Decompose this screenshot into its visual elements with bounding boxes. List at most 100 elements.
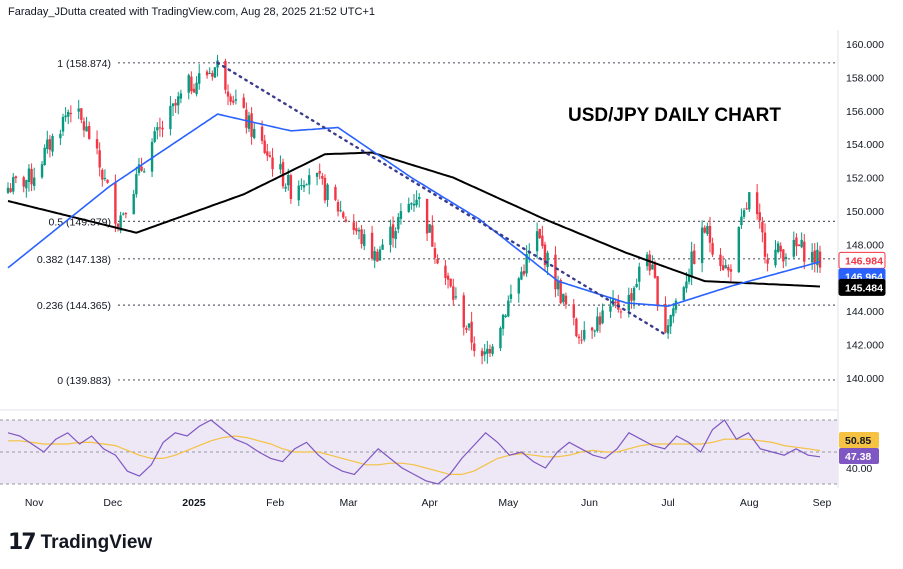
candle-body[interactable] — [226, 91, 230, 97]
candle-body[interactable] — [187, 75, 190, 93]
candle-body[interactable] — [758, 212, 761, 221]
candle-body[interactable] — [352, 222, 355, 231]
candle-body[interactable] — [373, 251, 376, 261]
candle-body[interactable] — [271, 157, 274, 170]
candle-body[interactable] — [407, 203, 410, 212]
candle-body[interactable] — [116, 223, 120, 229]
candle-body[interactable] — [132, 194, 135, 215]
trendline[interactable] — [216, 61, 667, 336]
candle-body[interactable] — [818, 251, 822, 268]
candle-body[interactable] — [774, 249, 777, 266]
candle-body[interactable] — [412, 203, 416, 206]
candle-body[interactable] — [766, 259, 769, 264]
rsi-pane[interactable]: 40.00 50.85 47.38 — [0, 419, 879, 485]
candle-body[interactable] — [85, 126, 88, 132]
candle-body[interactable] — [213, 67, 217, 78]
candle-body[interactable] — [410, 203, 413, 205]
candle-body[interactable] — [630, 293, 633, 301]
candle-body[interactable] — [318, 171, 321, 174]
candle-body[interactable] — [446, 275, 450, 280]
candle-body[interactable] — [719, 254, 722, 266]
candle-body[interactable] — [431, 225, 434, 247]
candle-body[interactable] — [632, 287, 636, 301]
candle-body[interactable] — [541, 235, 544, 246]
candle-body[interactable] — [179, 93, 183, 99]
candle-body[interactable] — [556, 281, 560, 290]
candle-body[interactable] — [378, 249, 382, 261]
candle-body[interactable] — [135, 174, 138, 195]
candle-body[interactable] — [499, 327, 502, 349]
candle-body[interactable] — [583, 329, 586, 340]
candle-body[interactable] — [669, 315, 672, 327]
candle-body[interactable] — [80, 108, 83, 120]
candle-body[interactable] — [721, 265, 725, 270]
candle-body[interactable] — [334, 186, 337, 200]
candle-body[interactable] — [363, 234, 366, 246]
candle-body[interactable] — [51, 135, 54, 152]
candle-body[interactable] — [656, 276, 659, 307]
candle-body[interactable] — [98, 150, 101, 168]
price-pane[interactable]: 1 (158.874) 0.5 (149.379) 0.382 (147.138) 0… — [6, 54, 838, 387]
candle-body[interactable] — [535, 231, 539, 252]
candle-body[interactable] — [229, 96, 232, 102]
candle-body[interactable] — [284, 186, 287, 189]
candle-body[interactable] — [305, 184, 308, 186]
candle-body[interactable] — [562, 293, 565, 303]
candle-body[interactable] — [266, 151, 269, 156]
candle-body[interactable] — [95, 139, 99, 149]
candle-body[interactable] — [651, 264, 654, 270]
candle-body[interactable] — [593, 330, 596, 332]
candle-body[interactable] — [444, 265, 447, 278]
candle-body[interactable] — [394, 231, 397, 240]
candle-body[interactable] — [12, 177, 15, 192]
candle-body[interactable] — [263, 140, 266, 153]
candle-body[interactable] — [245, 109, 248, 128]
candle-body[interactable] — [103, 178, 107, 180]
candle-body[interactable] — [247, 115, 251, 129]
candle-body[interactable] — [525, 253, 528, 274]
candle-body[interactable] — [43, 147, 46, 165]
candle-body[interactable] — [436, 259, 439, 264]
candle-body[interactable] — [564, 295, 568, 305]
candle-body[interactable] — [664, 303, 667, 333]
candle-body[interactable] — [708, 226, 712, 243]
candle-body[interactable] — [321, 175, 324, 179]
candle-body[interactable] — [740, 216, 743, 226]
candle-body[interactable] — [742, 210, 746, 217]
candle-body[interactable] — [323, 177, 327, 201]
candle-body[interactable] — [48, 139, 52, 150]
candle-body[interactable] — [192, 88, 196, 93]
candle-body[interactable] — [685, 281, 688, 289]
candle-body[interactable] — [336, 202, 340, 212]
candle-body[interactable] — [543, 244, 547, 266]
candle-body[interactable] — [504, 315, 507, 318]
candle-body[interactable] — [30, 168, 33, 185]
candle-body[interactable] — [559, 279, 562, 303]
candle-body[interactable] — [470, 321, 473, 343]
candle-body[interactable] — [486, 348, 489, 354]
candle-body[interactable] — [433, 248, 437, 258]
candle-body[interactable] — [69, 113, 73, 115]
candle-body[interactable] — [6, 187, 10, 193]
candle-body[interactable] — [287, 174, 290, 186]
candle-body[interactable] — [580, 339, 583, 341]
candle-body[interactable] — [399, 211, 403, 219]
candle-body[interactable] — [171, 103, 175, 107]
candle-body[interactable] — [124, 213, 128, 215]
candle-body[interactable] — [520, 271, 523, 280]
candle-body[interactable] — [779, 245, 782, 252]
candle-body[interactable] — [156, 127, 159, 131]
candle-body[interactable] — [326, 184, 329, 200]
candle-body[interactable] — [711, 243, 714, 255]
candle-body[interactable] — [232, 100, 235, 103]
candle-body[interactable] — [302, 185, 306, 188]
candle-body[interactable] — [357, 229, 361, 232]
candle-body[interactable] — [339, 210, 342, 212]
candle-body[interactable] — [360, 229, 363, 244]
time-axis[interactable]: Nov Dec 2025 Feb Mar Apr May Jun Jul Aug Sep — [25, 497, 832, 509]
candle-body[interactable] — [488, 348, 492, 354]
candle-body[interactable] — [211, 73, 214, 77]
candle-body[interactable] — [761, 221, 764, 233]
candle-body[interactable] — [355, 228, 358, 232]
candle-body[interactable] — [797, 244, 801, 246]
